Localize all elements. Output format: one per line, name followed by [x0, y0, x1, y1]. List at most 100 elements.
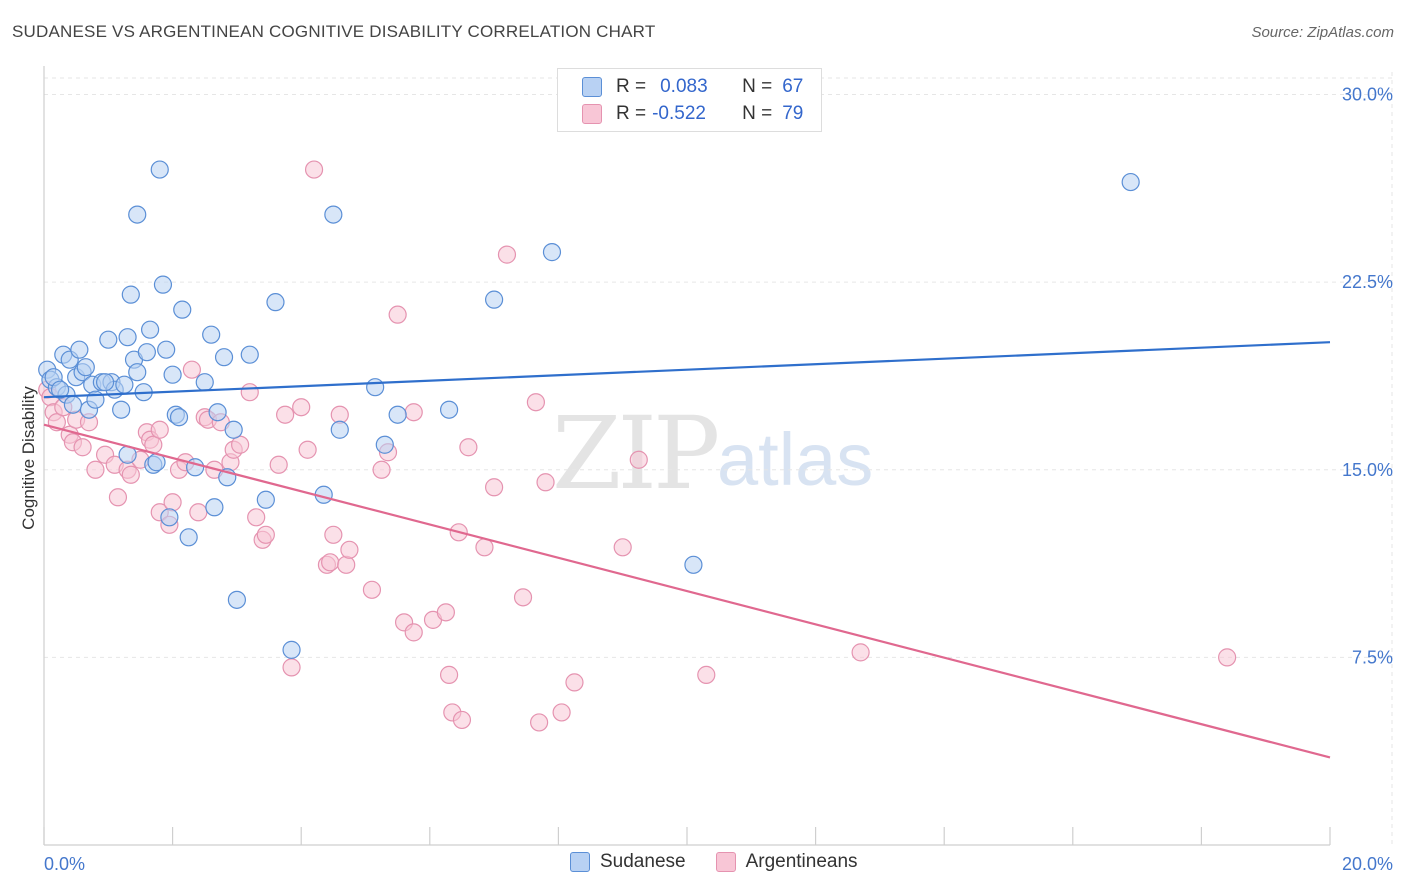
y-tick-label: 22.5% — [1342, 272, 1393, 292]
sudanese-point — [128, 205, 147, 224]
sudanese-point — [140, 320, 160, 339]
sudanese-point — [282, 640, 301, 659]
sudanese-point — [76, 358, 95, 377]
sudanese-swatch — [582, 77, 602, 97]
sudanese-point — [169, 408, 189, 427]
sudanese-swatch — [570, 852, 590, 872]
argentineans-point — [340, 540, 359, 559]
argentineans-point — [536, 473, 555, 492]
n-value: 67 — [782, 76, 804, 97]
argentineans-point — [163, 493, 182, 512]
source-credit: Source: ZipAtlas.com — [1251, 24, 1394, 41]
sudanese-point — [485, 290, 504, 309]
n-label: N = — [742, 76, 773, 97]
sudanese-point — [121, 285, 140, 304]
argentineans-point — [150, 420, 169, 439]
argentineans-point — [231, 435, 250, 454]
argentineans-point — [304, 160, 324, 179]
argentineans-point — [526, 393, 545, 412]
argentineans-point — [497, 245, 517, 264]
argentineans-swatch — [715, 852, 736, 872]
sudanese-point — [157, 340, 176, 359]
argentineans-point — [629, 450, 648, 469]
sudanese-point — [153, 275, 173, 294]
argentineans-point — [697, 665, 716, 684]
sudanese-point — [205, 498, 224, 517]
grid-lines — [44, 72, 1393, 845]
argentineans-point — [240, 383, 259, 402]
sudanese-point — [128, 363, 147, 382]
argentineans-point — [292, 398, 311, 417]
series-legend: Sudanese Argentineans — [570, 851, 858, 873]
argentineans-points — [38, 160, 1237, 732]
x-tick-label: 20.0% — [1342, 854, 1393, 874]
argentineans-point — [436, 603, 455, 622]
correlation-legend: R = 0.083 N = 67 R = -0.522 N = 79 — [557, 68, 822, 132]
argentineans-point — [388, 305, 407, 324]
argentineans-point — [182, 360, 201, 379]
chart-title: SUDANESE VS ARGENTINEAN COGNITIVE DISABI… — [12, 22, 656, 41]
sudanese-point — [195, 373, 214, 392]
sudanese-point — [214, 348, 234, 367]
sudanese-point — [70, 340, 89, 359]
sudanese-point — [439, 400, 459, 419]
sudanese-point — [202, 325, 221, 344]
y-tick-label: 30.0% — [1342, 85, 1393, 105]
argentineans-point — [851, 643, 870, 662]
sudanese-points — [38, 160, 1140, 659]
sudanese-point — [95, 373, 115, 392]
argentineans-point — [298, 440, 317, 459]
sudanese-point — [330, 420, 349, 439]
argentineans-point — [86, 460, 105, 479]
r-label: R = — [616, 103, 647, 124]
argentineans-point — [452, 710, 472, 730]
legend-row-sudanese: R = 0.083 N = 67 — [582, 74, 803, 100]
r-value: 0.083 — [660, 76, 708, 97]
y-axis-label: Cognitive Disability — [19, 386, 38, 530]
sudanese-point — [150, 160, 169, 179]
legend-row-argentineans: R = -0.522 N = 79 — [582, 101, 803, 127]
argentineans-point — [565, 673, 584, 692]
argentineans-point — [362, 580, 382, 599]
sudanese-point — [160, 508, 179, 527]
argentineans-point — [552, 703, 571, 722]
legend-argentineans-label: Argentineans — [745, 851, 858, 872]
argentineans-point — [513, 588, 533, 607]
sudanese-point — [50, 380, 70, 399]
sudanese-point — [118, 328, 137, 347]
watermark-atlas: atlas — [717, 418, 874, 501]
sudanese-point — [163, 365, 182, 384]
sudanese-point — [256, 490, 275, 509]
y-tick-label: 15.0% — [1342, 460, 1393, 480]
n-value: 79 — [782, 103, 804, 124]
argentineans-point — [324, 525, 343, 544]
trend-lines — [43, 341, 1331, 759]
sudanese-point — [99, 330, 118, 349]
sudanese-point — [224, 420, 243, 439]
argentineans-point — [404, 403, 423, 422]
legend-sudanese-label: Sudanese — [600, 851, 686, 872]
argentineans-point — [276, 405, 295, 424]
sudanese-point — [324, 205, 343, 224]
sudanese-point — [366, 378, 385, 397]
argentineans-point — [613, 538, 632, 557]
axes — [43, 66, 1331, 846]
sudanese-point — [179, 528, 198, 547]
argentineans-point — [189, 503, 208, 522]
sudanese-point — [227, 590, 246, 609]
sudanese-point — [375, 435, 394, 454]
sudanese-point — [137, 343, 156, 362]
sudanese-point — [1121, 172, 1140, 192]
r-value: -0.522 — [652, 103, 706, 124]
sudanese-point — [208, 403, 227, 422]
sudanese-point — [112, 400, 131, 419]
n-label: N = — [742, 103, 773, 124]
sudanese-point — [63, 395, 83, 414]
sudanese-point — [542, 243, 562, 262]
argentineans-point — [459, 438, 478, 457]
axis-labels: 7.5% 15.0% 22.5% 30.0% 0.0% 20.0% Cognitive Di… — [19, 85, 1393, 874]
argentineans-point — [485, 478, 504, 497]
argentineans-point — [337, 555, 356, 574]
x-tick-label: 0.0% — [44, 854, 85, 874]
argentineans-swatch — [582, 104, 602, 124]
